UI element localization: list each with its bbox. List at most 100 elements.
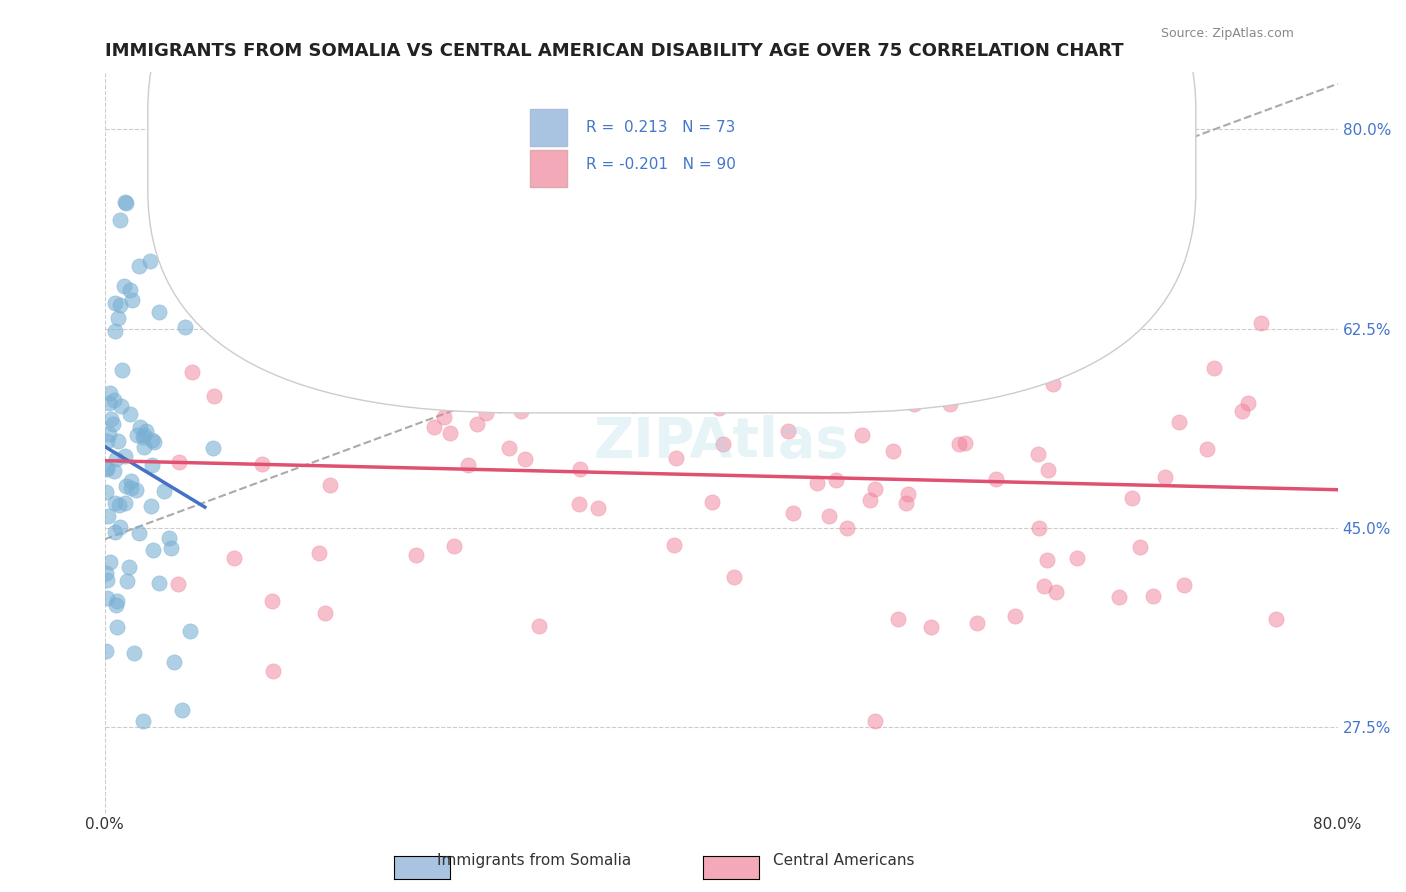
Point bbox=[423, 419, 446, 434]
Point bbox=[104, 451, 127, 466]
Point bbox=[160, 541, 183, 555]
Point bbox=[457, 458, 479, 472]
Point bbox=[443, 539, 465, 553]
Point bbox=[141, 458, 163, 473]
Point bbox=[333, 374, 356, 388]
Point bbox=[120, 475, 142, 489]
Point bbox=[104, 598, 127, 612]
Point bbox=[1204, 361, 1226, 376]
Point bbox=[96, 461, 118, 475]
Point bbox=[426, 335, 449, 350]
Point bbox=[112, 278, 135, 293]
Point bbox=[100, 412, 122, 426]
Bar bbox=[530, 110, 567, 146]
Point bbox=[115, 574, 138, 589]
Point bbox=[120, 407, 142, 421]
Point bbox=[105, 620, 128, 634]
Point bbox=[125, 428, 148, 442]
Point bbox=[97, 508, 120, 523]
Point bbox=[110, 520, 132, 534]
Point bbox=[882, 443, 904, 458]
Point bbox=[128, 259, 150, 273]
Point bbox=[128, 526, 150, 541]
Point bbox=[132, 714, 155, 729]
Point bbox=[603, 303, 626, 318]
Point bbox=[202, 389, 225, 403]
Point bbox=[702, 495, 724, 509]
Point bbox=[104, 324, 127, 338]
Point bbox=[308, 546, 330, 560]
Point bbox=[318, 478, 340, 492]
Point bbox=[568, 497, 591, 511]
Point bbox=[110, 362, 132, 376]
Point bbox=[97, 396, 120, 410]
Point bbox=[173, 319, 195, 334]
Point bbox=[778, 425, 800, 439]
Point bbox=[851, 428, 873, 442]
Point bbox=[118, 559, 141, 574]
Point bbox=[863, 379, 886, 393]
Point bbox=[1173, 578, 1195, 592]
Point bbox=[939, 397, 962, 411]
Point bbox=[107, 498, 129, 512]
Point bbox=[167, 577, 190, 591]
Point bbox=[806, 476, 828, 491]
Point bbox=[818, 508, 841, 523]
Point bbox=[250, 457, 273, 471]
Point bbox=[586, 501, 609, 516]
Point bbox=[132, 430, 155, 444]
Point bbox=[467, 417, 489, 431]
Point bbox=[953, 436, 976, 450]
Point bbox=[101, 417, 124, 431]
Point bbox=[115, 195, 138, 210]
Point bbox=[1168, 415, 1191, 429]
Point bbox=[1195, 442, 1218, 457]
Point bbox=[114, 195, 136, 210]
Point bbox=[96, 591, 118, 605]
Point bbox=[108, 213, 131, 227]
Point bbox=[488, 398, 510, 412]
Point bbox=[433, 410, 456, 425]
Point bbox=[984, 472, 1007, 486]
Text: Central Americans: Central Americans bbox=[773, 854, 914, 868]
Point bbox=[135, 425, 157, 439]
Point bbox=[707, 401, 730, 415]
Point bbox=[98, 385, 121, 400]
Point bbox=[1142, 589, 1164, 603]
Point bbox=[120, 481, 142, 495]
Point bbox=[201, 442, 224, 456]
Point bbox=[859, 493, 882, 508]
Point bbox=[1028, 521, 1050, 535]
Point bbox=[110, 399, 132, 413]
Point bbox=[725, 318, 748, 333]
Point bbox=[863, 482, 886, 496]
Point bbox=[1250, 316, 1272, 330]
Point bbox=[139, 499, 162, 513]
Point bbox=[163, 655, 186, 669]
Point bbox=[1265, 612, 1288, 626]
Text: ZIPAtlas: ZIPAtlas bbox=[593, 416, 849, 469]
Point bbox=[114, 449, 136, 463]
Point bbox=[96, 485, 118, 500]
Point bbox=[948, 436, 970, 450]
Point bbox=[731, 349, 754, 363]
Text: Immigrants from Somalia: Immigrants from Somalia bbox=[437, 854, 631, 868]
Point bbox=[664, 450, 686, 465]
Point bbox=[157, 531, 180, 545]
Point bbox=[105, 594, 128, 608]
Point bbox=[96, 434, 118, 448]
Point bbox=[104, 296, 127, 310]
Point bbox=[104, 496, 127, 510]
Point bbox=[1035, 553, 1057, 567]
Point bbox=[1153, 470, 1175, 484]
Point bbox=[148, 576, 170, 591]
Point bbox=[887, 611, 910, 625]
Point bbox=[1045, 584, 1067, 599]
Point bbox=[110, 298, 132, 312]
Point bbox=[96, 566, 118, 580]
Point bbox=[134, 428, 156, 442]
Point bbox=[121, 293, 143, 307]
Point bbox=[103, 464, 125, 478]
Point bbox=[510, 404, 533, 418]
Point bbox=[498, 441, 520, 455]
